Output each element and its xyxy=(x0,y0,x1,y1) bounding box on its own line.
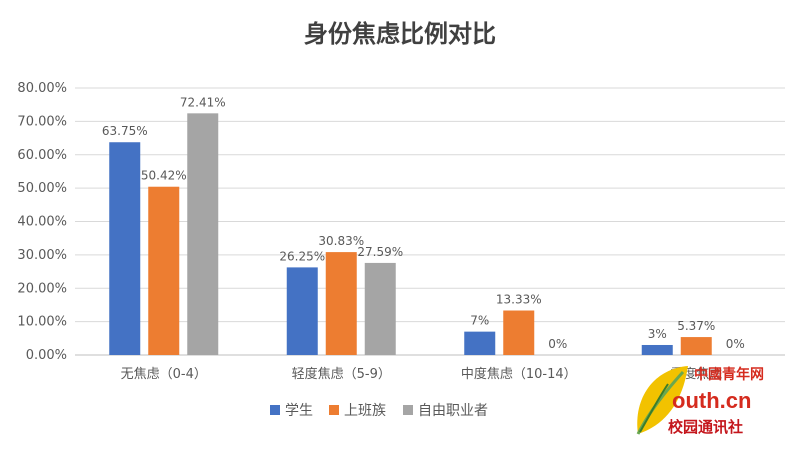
data-label: 3% xyxy=(648,327,667,341)
data-label: 27.59% xyxy=(357,245,403,259)
y-tick-label: 40.00% xyxy=(17,215,67,230)
x-category-label: 中度焦虑（10-14） xyxy=(461,366,577,382)
y-tick-label: 0.00% xyxy=(26,348,67,363)
watermark-line2: outh.cn xyxy=(672,388,752,413)
bar xyxy=(503,310,535,355)
watermark-line1: 中國青年网 xyxy=(694,367,764,383)
watermark-logo: 中國青年网 outh.cn 校园通讯社 xyxy=(628,354,794,444)
bar xyxy=(464,331,496,355)
bar xyxy=(325,252,357,355)
data-label: 7% xyxy=(470,314,489,328)
y-tick-label: 50.00% xyxy=(17,181,67,196)
data-label: 0% xyxy=(726,337,745,351)
bar xyxy=(286,267,318,355)
y-tick-label: 60.00% xyxy=(17,148,67,163)
legend-label: 上班族 xyxy=(344,403,386,419)
bar xyxy=(641,344,673,355)
data-label: 30.83% xyxy=(318,234,364,248)
data-label: 26.25% xyxy=(279,249,325,263)
data-label: 0% xyxy=(548,337,567,351)
bar xyxy=(109,142,141,355)
legend-swatch xyxy=(329,405,339,415)
legend-label: 自由职业者 xyxy=(418,403,488,419)
y-tick-label: 30.00% xyxy=(17,248,67,263)
data-label: 13.33% xyxy=(496,293,542,307)
legend-swatch xyxy=(403,405,413,415)
bar xyxy=(148,186,180,355)
leaf-icon xyxy=(636,366,688,435)
x-category-label: 无焦虑（0-4） xyxy=(121,367,207,382)
bar xyxy=(364,262,396,355)
bar xyxy=(187,113,219,355)
data-label: 5.37% xyxy=(677,319,715,333)
data-label: 50.42% xyxy=(141,169,187,183)
data-label: 72.41% xyxy=(180,95,226,109)
legend-label: 学生 xyxy=(285,403,313,419)
legend-swatch xyxy=(270,405,280,415)
y-tick-label: 70.00% xyxy=(17,114,67,129)
chart-title: 身份焦虑比例对比 xyxy=(304,20,496,48)
y-tick-label: 10.00% xyxy=(17,315,67,330)
data-label: 63.75% xyxy=(102,124,148,138)
x-category-label: 轻度焦虑（5-9） xyxy=(292,366,391,382)
y-tick-label: 20.00% xyxy=(17,281,67,296)
y-tick-label: 80.00% xyxy=(17,81,67,96)
bar xyxy=(680,337,712,355)
watermark-line3: 校园通讯社 xyxy=(668,418,744,436)
